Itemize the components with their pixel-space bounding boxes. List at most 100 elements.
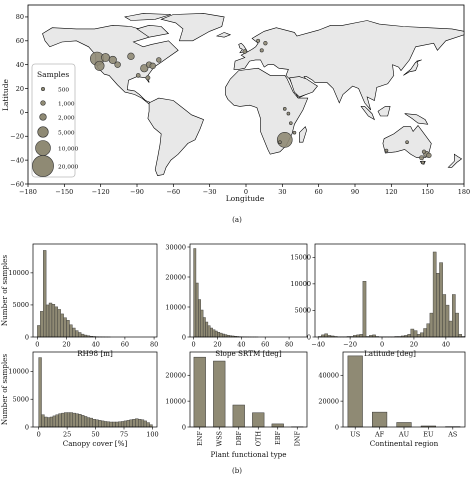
y-tick-label: 10000 — [290, 280, 311, 288]
histogram-bar — [420, 332, 424, 338]
x-tick-label: AS — [447, 431, 457, 439]
map-x-tick-label: 0 — [244, 188, 248, 196]
land-greenland — [160, 13, 225, 42]
histogram-bar — [193, 248, 197, 338]
map-y-tick-label: 40 — [16, 61, 24, 69]
bar — [396, 422, 412, 428]
histogram-bar — [205, 321, 209, 338]
histogram-bar — [359, 334, 364, 338]
x-tick-label: AF — [374, 431, 385, 439]
bar — [193, 356, 206, 428]
x-tick-label: 40 — [442, 341, 450, 349]
x-tick-label: 60 — [261, 341, 269, 349]
histogram-bar — [324, 333, 328, 338]
x-tick-label: 50 — [91, 431, 99, 439]
y-tick-label: 0 — [307, 333, 311, 341]
histogram-bar — [123, 420, 128, 428]
histogram-bar — [78, 414, 82, 428]
map-x-tick-label: −120 — [92, 188, 110, 196]
histogram-bar — [48, 302, 53, 338]
histogram-bar — [55, 414, 59, 428]
world-bubble-map: −180 −150 −120 −90 −60 −30 0 30 60 90 120 150 180 −60… — [1, 4, 470, 203]
histogram-bar — [224, 334, 228, 338]
legend-label: 20,000 — [58, 164, 79, 170]
histogram-bar — [129, 419, 133, 428]
bar — [232, 404, 245, 428]
axes-frame — [189, 351, 308, 428]
sample-bubble — [135, 73, 141, 78]
sample-bubble — [259, 48, 264, 53]
histogram-bar — [109, 421, 113, 428]
sample-bubble — [101, 53, 110, 62]
legend-bubble — [35, 140, 51, 156]
x-tick-label: EBF — [274, 431, 282, 446]
histogram-bar — [458, 334, 463, 338]
x-tick-label: 0 — [380, 341, 384, 349]
histogram-bar — [439, 262, 443, 338]
histogram-bar — [426, 323, 431, 338]
histogram-bar — [146, 422, 150, 428]
plant-functional-type-bars: ENF WSS DBF OTH EBF DNF 0 10000 20000 Plant funct… — [165, 351, 308, 459]
x-tick-label: DBF — [235, 431, 243, 446]
y-tick-label: 5000 — [294, 307, 311, 315]
x-tick-label: OTH — [254, 431, 262, 447]
histogram-bar — [72, 412, 76, 428]
land-sumatra — [360, 106, 376, 121]
histogram-bar — [37, 325, 41, 338]
sample-bubble — [276, 132, 293, 148]
land-eurasia — [233, 20, 465, 111]
histogram-bar — [423, 328, 427, 338]
sample-bubble — [263, 41, 268, 46]
sample-bubble — [282, 107, 287, 111]
histogram-bar — [41, 414, 45, 428]
x-tick-label: 20 — [410, 341, 418, 349]
land-iceland — [215, 32, 232, 38]
continental-region-bars: US AF AU EU AS 0 20000 40000 Continental region — [318, 351, 466, 448]
map-x-tick-label: 180 — [458, 188, 470, 196]
sample-bubble — [286, 111, 291, 116]
samples-legend: Samples 500 1,000 2,000 5,000 10,000 20,000 — [31, 63, 79, 178]
histogram-bar — [143, 420, 147, 428]
histogram-bar — [198, 299, 201, 338]
legend-label: 5,000 — [58, 130, 75, 136]
map-x-tick-label: −150 — [55, 188, 73, 196]
histogram-bar — [455, 312, 459, 338]
map-xlabel: Longitude — [226, 194, 265, 203]
histogram-bar — [47, 417, 51, 428]
sample-bubble — [149, 62, 156, 70]
histogram-bar — [95, 419, 99, 428]
histogram-bar — [43, 250, 47, 338]
x-tick-label: US — [350, 431, 360, 439]
x-tick-label: 0 — [37, 431, 41, 439]
axes-frame — [314, 243, 466, 338]
histogram-bar — [66, 320, 70, 338]
histogram-bar — [210, 327, 213, 338]
histogram-bar — [69, 412, 74, 428]
map-x-tick-label: 120 — [385, 188, 397, 196]
map-tick-labels: −180 −150 −120 −90 −60 −30 0 30 60 90 120 150 180 −60… — [10, 13, 470, 196]
x-tick-label: ENF — [196, 431, 204, 446]
y-tick-label: 5000 — [12, 396, 29, 404]
map-x-tick-label: 60 — [315, 188, 323, 196]
sample-bubble — [140, 64, 149, 73]
legend-bubble — [40, 100, 46, 106]
histogram-bar — [58, 413, 62, 428]
x-tick-label: 0 — [192, 341, 196, 349]
map-x-tick-label: −90 — [130, 188, 144, 196]
histogram-bar — [64, 412, 68, 428]
histogram-bar — [89, 417, 93, 428]
x-axis-label: Canopy cover [%] — [63, 439, 128, 448]
histogram-bar — [83, 416, 88, 428]
x-tick-label: 75 — [120, 431, 128, 439]
caption-a: (a) — [232, 216, 242, 224]
histogram-bar — [126, 420, 130, 428]
histogram-bar — [44, 416, 48, 428]
latitude-histogram: −40 −20 0 20 40 0 5000 10000 15000 Latitude [deg] — [290, 243, 466, 358]
histogram-bar — [72, 327, 76, 338]
map-x-tick-label: −180 — [19, 188, 37, 196]
land-new-guinea — [404, 113, 429, 125]
land-south-america — [147, 97, 204, 176]
histogram-bar — [445, 304, 450, 338]
histogram-bar — [103, 421, 108, 428]
histogram-bar — [436, 273, 440, 338]
